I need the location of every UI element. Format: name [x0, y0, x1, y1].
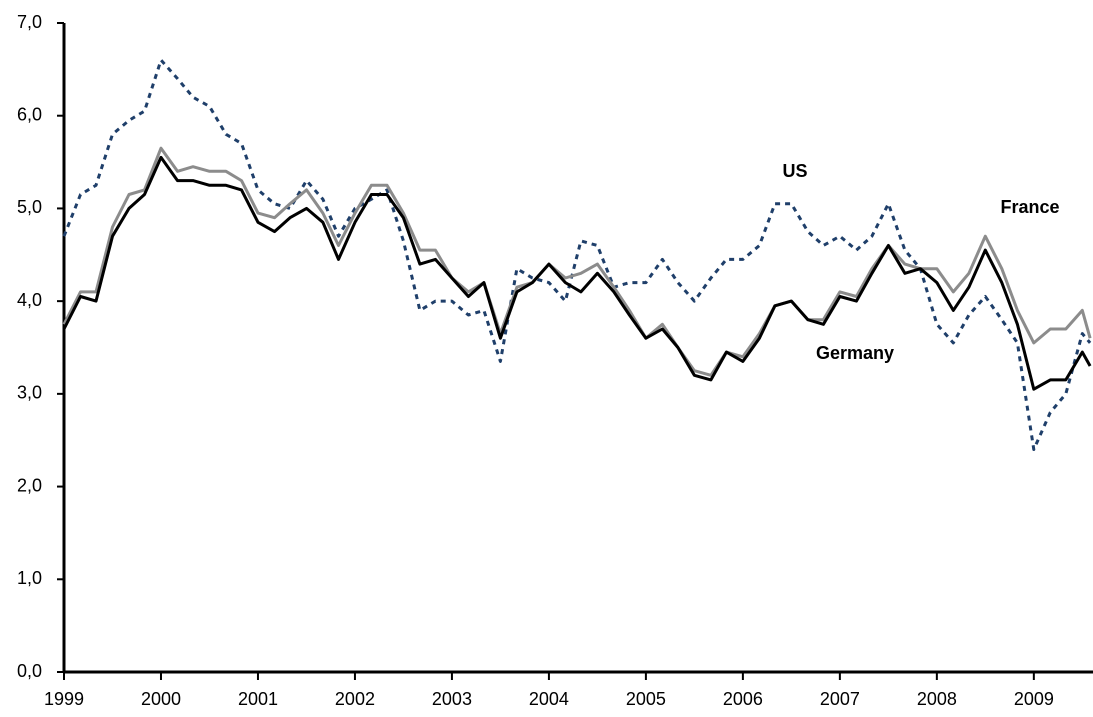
x-tick-label: 2005 — [626, 689, 666, 709]
y-tick-label: 1,0 — [17, 568, 42, 588]
series-label: Germany — [816, 343, 894, 363]
x-tick-label: 2003 — [432, 689, 472, 709]
x-tick-label: 2006 — [723, 689, 763, 709]
y-tick-label: 6,0 — [17, 104, 42, 124]
x-tick-label: 2008 — [917, 689, 957, 709]
y-tick-label: 4,0 — [17, 290, 42, 310]
y-tick-label: 7,0 — [17, 12, 42, 32]
x-tick-label: 2007 — [820, 689, 860, 709]
x-tick-label: 2000 — [141, 689, 181, 709]
y-tick-label: 3,0 — [17, 383, 42, 403]
series-line — [62, 146, 1092, 377]
y-tick-label: 0,0 — [17, 661, 42, 681]
y-tick-label: 2,0 — [17, 475, 42, 495]
x-tick-label: 2002 — [335, 689, 375, 709]
y-tick-label: 5,0 — [17, 197, 42, 217]
x-tick-label: 2009 — [1014, 689, 1054, 709]
series-label: US — [782, 161, 807, 181]
series-line — [62, 155, 1092, 391]
x-tick-label: 2004 — [529, 689, 569, 709]
series-label: France — [1000, 197, 1059, 217]
series-line — [62, 58, 1092, 451]
x-tick-label: 2001 — [238, 689, 278, 709]
x-tick-label: 1999 — [44, 689, 84, 709]
